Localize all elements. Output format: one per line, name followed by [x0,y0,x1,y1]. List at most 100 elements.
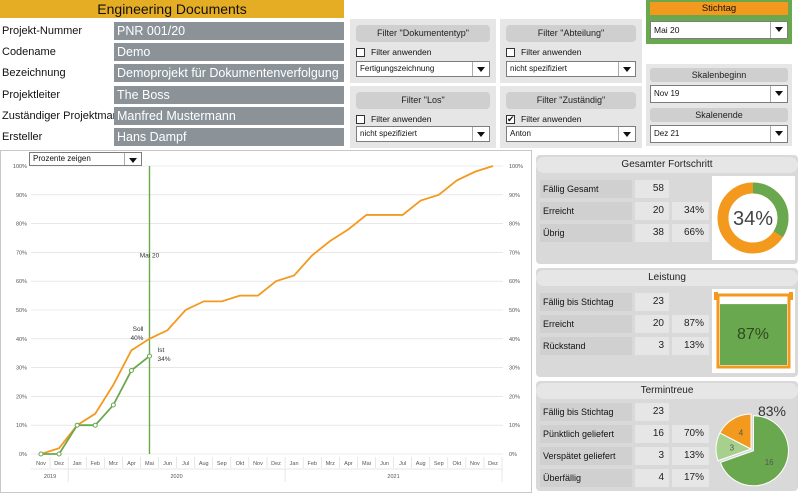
scale-end-dropdown[interactable]: Dez 21 [650,125,788,143]
x-tick-label: Dez [271,461,281,467]
info-value[interactable]: The Boss [114,86,344,104]
y-tick-label-left: 60% [16,279,27,285]
x-tick-label: Mai [145,461,154,467]
scale-begin-dropdown[interactable]: Nov 19 [650,85,788,103]
info-label: Projekt-Nummer [2,25,83,37]
filter-los: Filter "Los" Filter anwenden nicht spezi… [350,86,496,148]
info-row-bezeichnung: Bezeichnung Demoprojekt für Dokumentenve… [0,64,344,82]
info-value[interactable]: Demoprojekt für Dokumentenverfolgung [114,64,344,82]
x-tick-label: Jul [399,461,406,467]
filter-apply-checkbox[interactable]: ✔ Filter anwenden [506,113,581,125]
info-label: Zuständiger Projektmanager [2,110,114,122]
y-tick-label-right: 70% [509,250,520,256]
kv-num: 58 [635,180,669,198]
dashboard-title: Engineering Documents [0,0,344,18]
kv-num: 23 [635,293,669,311]
checkbox-label: Filter anwenden [371,114,432,124]
dropdown-value: Anton [510,129,531,138]
x-tick-label: Dez [54,461,64,467]
series-point-ist [92,422,98,428]
pie-percent-label: 83% [758,403,786,419]
info-value[interactable]: PNR 001/20 [114,22,344,40]
chevron-down-icon[interactable] [124,153,141,165]
kv-pct: 34% [672,202,709,220]
filter-dropdown[interactable]: nicht spezifiziert [506,61,636,77]
filter-apply-checkbox[interactable]: Filter anwenden [506,46,581,58]
annotation-ist-name: Ist [157,347,164,354]
filter-dropdown[interactable]: nicht spezifiziert [356,126,490,142]
filter-apply-checkbox[interactable]: Filter anwenden [356,46,431,58]
y-tick-label-left: 30% [16,366,27,372]
pie-slice-label: 3 [730,444,735,453]
series-point-ist [110,402,116,408]
kv-num: 20 [635,202,669,220]
x-tick-label: Aug [416,461,426,467]
kv-num: 16 [635,425,669,443]
scale-begin-title: Skalenbeginn [650,68,788,82]
stichtag-title: Stichtag [650,2,788,15]
kv-pct: 13% [672,337,709,355]
x-tick-label: Okt [236,461,245,467]
stichtag-dropdown[interactable]: Mai 20 [650,21,788,39]
kv-num: 3 [635,447,669,465]
checkbox-box[interactable] [506,47,515,57]
y-tick-label-right: 30% [509,366,520,372]
x-tick-label: Nov [253,461,263,467]
chevron-down-icon[interactable] [770,22,787,38]
info-label: Codename [2,46,56,58]
x-tick-label: Okt [453,461,462,467]
y-tick-label-left: 50% [16,308,27,314]
kv-pct: 17% [672,469,709,487]
x-tick-label: Nov [470,461,480,467]
dropdown-value: Fertigungszeichnung [360,64,435,73]
x-tick-label: Mrz [326,461,335,467]
x-tick-label: Jun [163,461,172,467]
panel-leistung: Leistung Fällig bis Stichtag 23 Erreicht… [536,268,798,377]
series-point-ist [146,353,152,359]
filter-apply-checkbox[interactable]: Filter anwenden [356,113,431,125]
annotation-soll-name: Soll [133,326,144,333]
panel-title: Leistung [536,270,798,286]
kv-pct: 66% [672,224,709,242]
annotation-ist-pct: 34% [157,356,170,363]
info-label: Projektleiter [2,89,61,101]
chevron-down-icon[interactable] [618,62,635,76]
info-value[interactable]: Hans Dampf [114,128,344,146]
filter-dokumententyp: Filter "Dokumententyp" Filter anwenden F… [350,19,496,83]
stichtag-box: Stichtag Mai 20 [646,0,792,44]
y-tick-label-right: 20% [509,394,520,400]
y-tick-label-left: 80% [16,222,27,228]
checkbox-box[interactable] [356,114,365,124]
dropdown-value: Dez 21 [654,129,680,138]
dropdown-value: Prozente zeigen [33,154,91,163]
kv-label: Fällig bis Stichtag [540,293,632,311]
checkbox-label: Filter anwenden [371,47,432,57]
chevron-down-icon[interactable] [770,126,787,142]
checkbox-label: Filter anwenden [521,47,582,57]
y-tick-label-right: 40% [509,337,520,343]
kv-num: 23 [635,403,669,421]
chevron-down-icon[interactable] [472,62,489,76]
y-tick-label-right: 60% [509,279,520,285]
chevron-down-icon[interactable] [472,127,489,141]
x-tick-label: Jan [73,461,82,467]
chevron-down-icon[interactable] [770,86,787,102]
chevron-down-icon[interactable] [618,127,635,141]
chart-mode-dropdown[interactable]: Prozente zeigen [29,152,142,166]
x-tick-label: Aug [199,461,209,467]
info-row-codename: Codename Demo [0,43,344,61]
info-value[interactable]: Demo [114,43,344,61]
filter-dropdown[interactable]: Fertigungszeichnung [356,61,490,77]
y-tick-label-left: 0% [19,452,27,458]
series-point-ist [128,367,134,373]
x-tick-label: Dez [488,461,498,467]
x-tick-label: Mai [362,461,371,467]
info-value[interactable]: Manfred Mustermann [114,107,344,125]
x-tick-label: Feb [90,461,99,467]
checkbox-box[interactable] [356,47,365,57]
kv-label: Verspätet geliefert [540,447,632,465]
filter-dropdown[interactable]: Anton [506,126,636,142]
checkbox-box-checked[interactable]: ✔ [506,113,515,124]
year-label: 2021 [387,474,399,480]
